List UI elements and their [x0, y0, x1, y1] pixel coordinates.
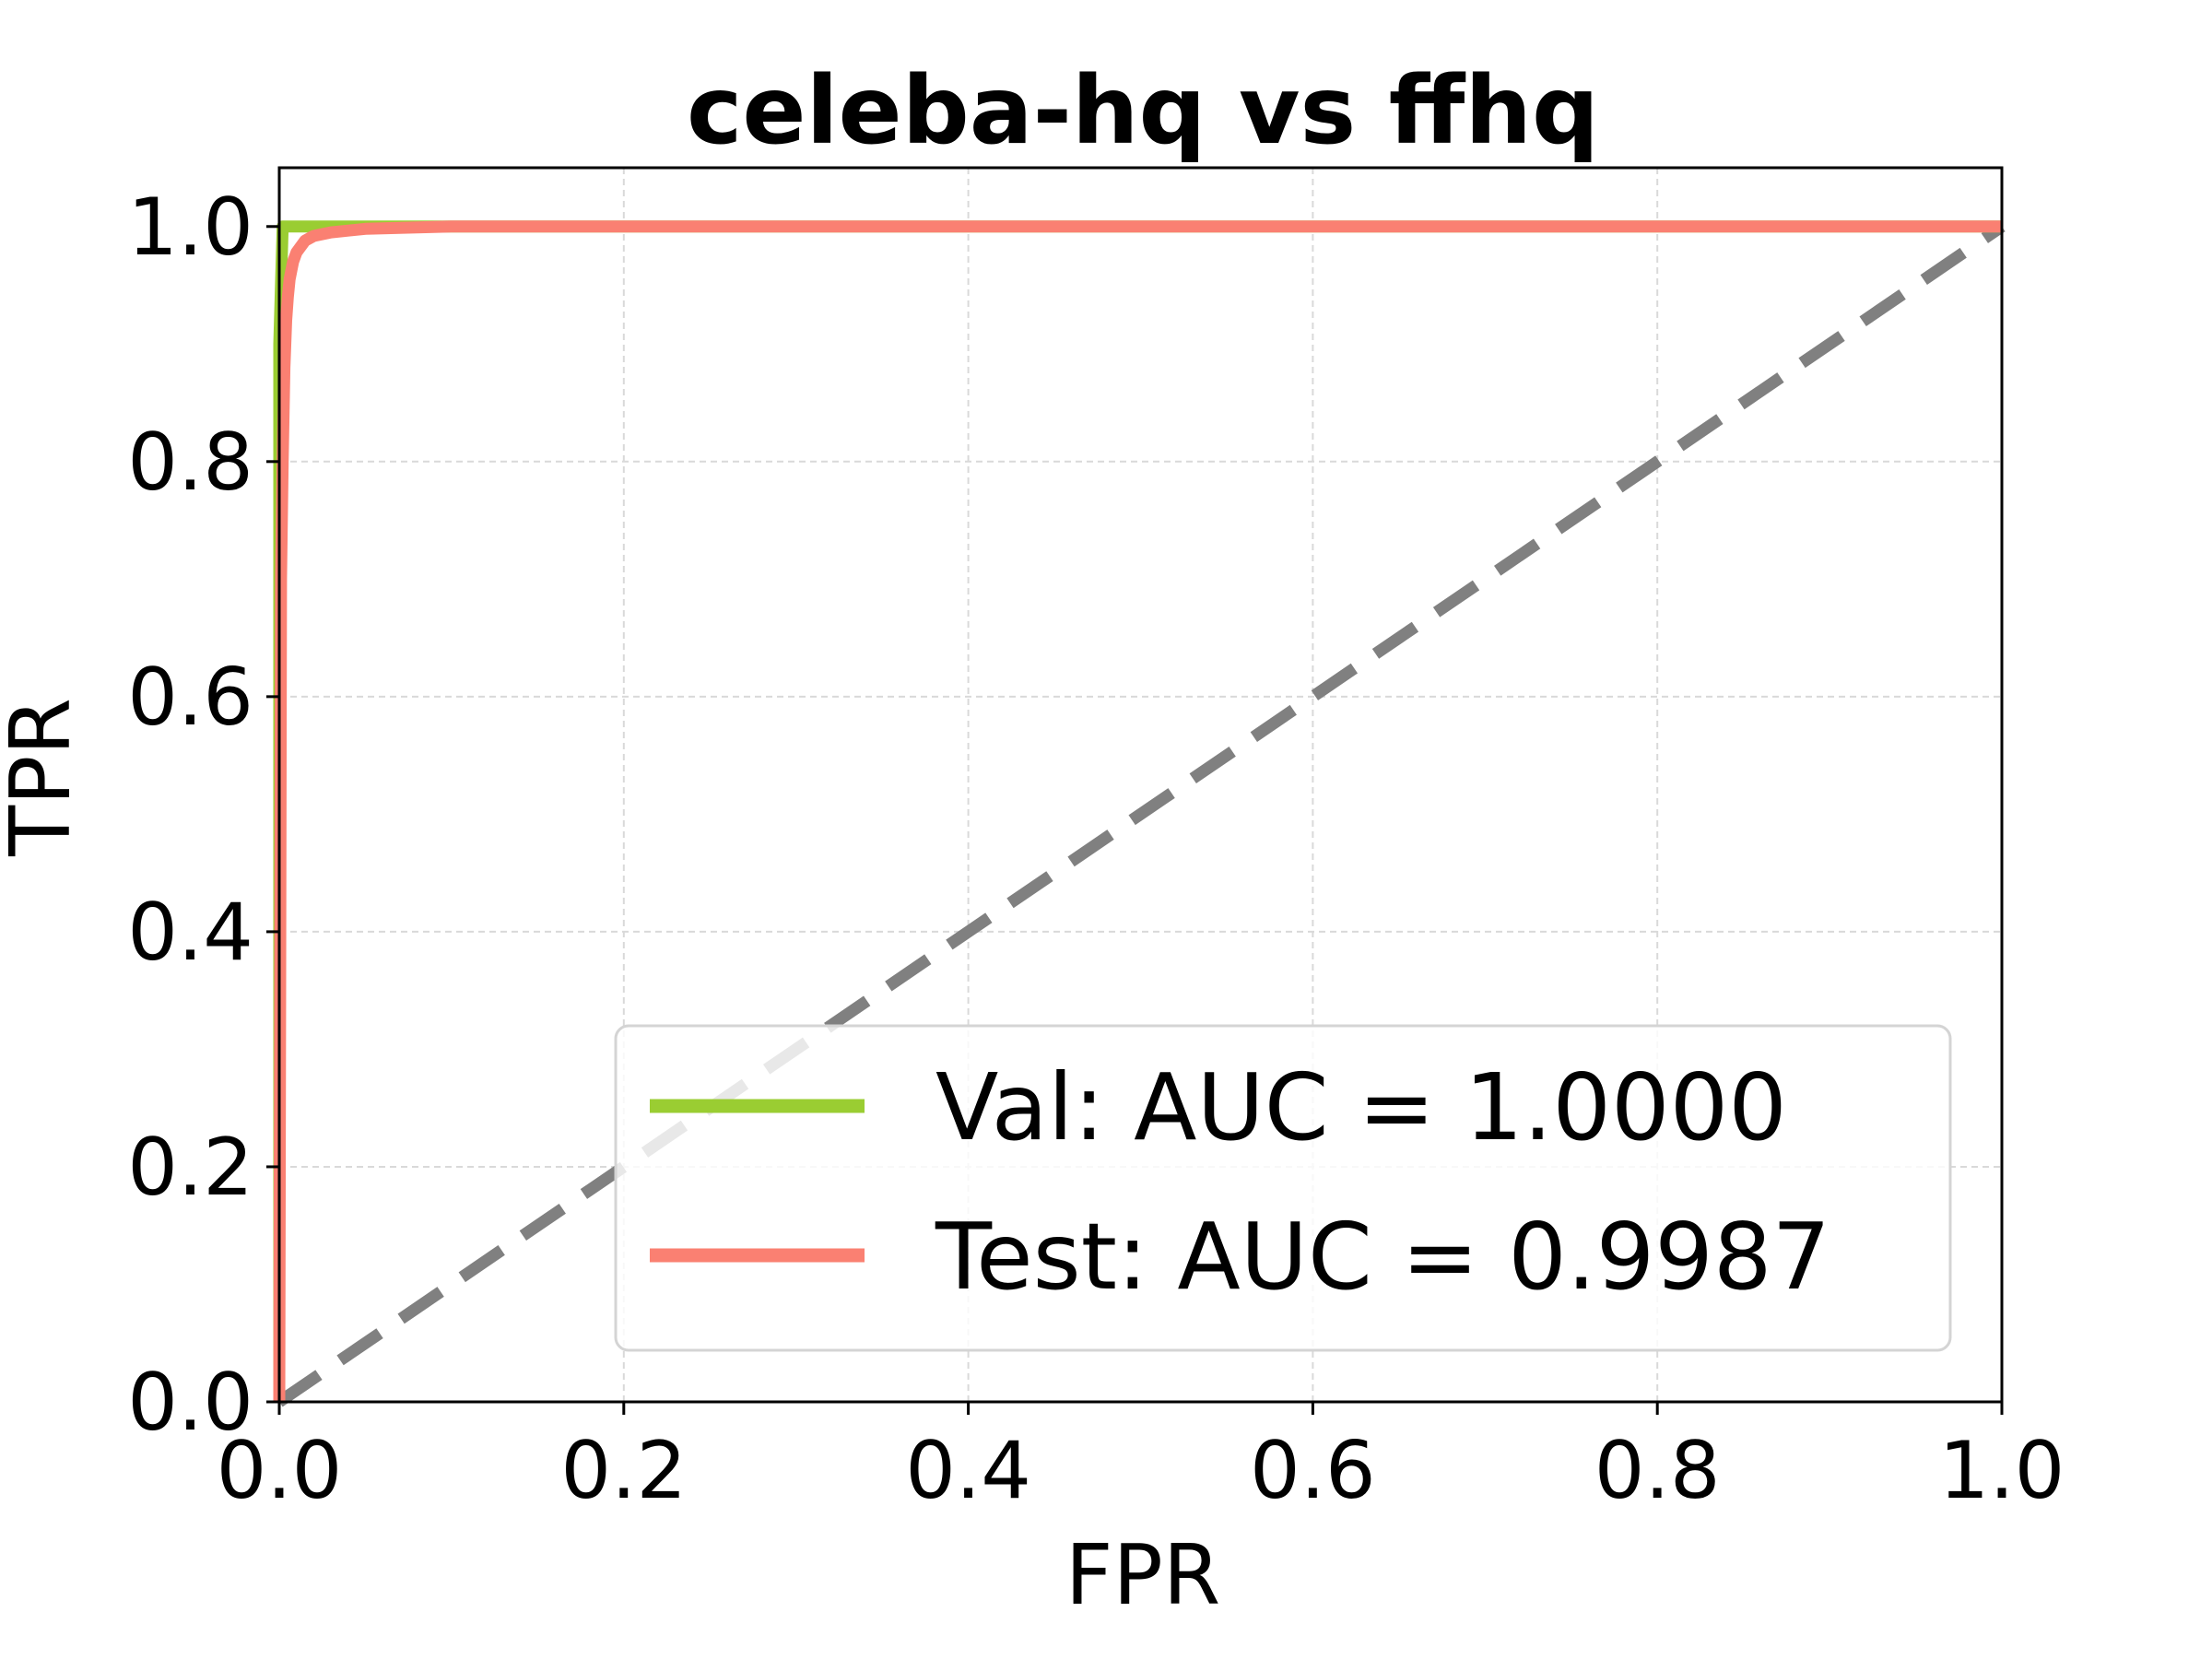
plot-frame — [277, 166, 2004, 1404]
y-tick-label: 0.6 — [127, 652, 253, 744]
reference-layer — [276, 221, 2006, 1407]
x-tick-label: 0.0 — [217, 1425, 343, 1517]
y-tick-label: 1.0 — [127, 182, 253, 274]
x-tick-label: 0.2 — [560, 1425, 687, 1517]
x-tick-label: 0.8 — [1594, 1425, 1721, 1517]
y-tick-label: 0.8 — [127, 417, 253, 509]
x-tick-label: 0.6 — [1250, 1425, 1376, 1517]
y-tick-label: 0.0 — [127, 1357, 253, 1449]
test-roc-line — [273, 220, 2002, 1403]
y-axis-ticks: 0.0 0.2 0.4 0.6 0.8 1.0 — [127, 182, 279, 1449]
y-tick-label: 0.4 — [127, 887, 253, 979]
x-axis-label: FPR — [1065, 1527, 1221, 1624]
chart-title: celeba-hq vs ffhq — [687, 56, 1599, 166]
legend-label-val: Val: AUC = 1.0000 — [935, 1053, 1787, 1161]
x-axis-ticks: 0.0 0.2 0.4 0.6 0.8 1.0 — [217, 1402, 2065, 1517]
reference-diagonal-line — [276, 221, 2006, 1407]
y-tick-label: 0.2 — [127, 1122, 253, 1214]
y-axis-label: TPR — [0, 698, 89, 857]
x-tick-label: 1.0 — [1939, 1425, 2065, 1517]
legend-label-test: Test: AUC = 0.9987 — [935, 1203, 1830, 1311]
x-tick-label: 0.4 — [905, 1425, 1031, 1517]
legend: Val: AUC = 1.0000 Test: AUC = 0.9987 — [614, 1024, 1952, 1352]
legend-box — [614, 1024, 1952, 1352]
